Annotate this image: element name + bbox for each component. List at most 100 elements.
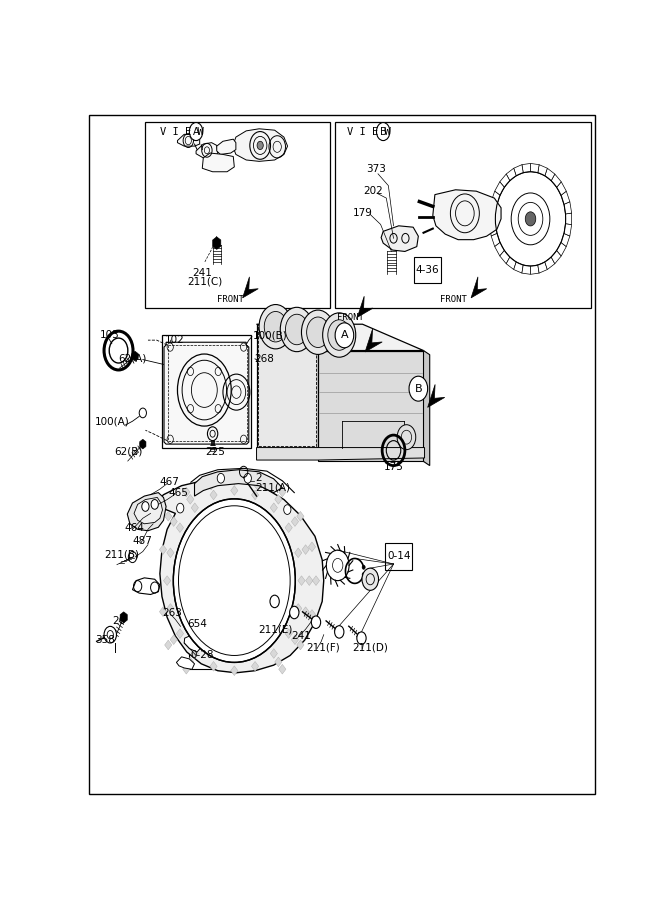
Polygon shape bbox=[424, 351, 430, 465]
Text: 202: 202 bbox=[364, 186, 384, 196]
Polygon shape bbox=[530, 164, 539, 173]
Circle shape bbox=[280, 307, 313, 352]
Polygon shape bbox=[302, 544, 309, 554]
Circle shape bbox=[311, 616, 321, 628]
Text: 62(B): 62(B) bbox=[115, 446, 143, 456]
Text: 464: 464 bbox=[125, 523, 145, 533]
Polygon shape bbox=[132, 351, 138, 361]
Polygon shape bbox=[133, 578, 160, 595]
Circle shape bbox=[327, 320, 351, 350]
Text: 268: 268 bbox=[254, 354, 274, 364]
Polygon shape bbox=[163, 576, 171, 586]
Circle shape bbox=[362, 565, 366, 570]
Text: 2: 2 bbox=[255, 473, 261, 483]
Polygon shape bbox=[257, 324, 424, 351]
Circle shape bbox=[177, 503, 184, 513]
Polygon shape bbox=[381, 226, 418, 251]
Text: 211(F): 211(F) bbox=[307, 643, 340, 652]
Polygon shape bbox=[522, 265, 530, 274]
Polygon shape bbox=[564, 202, 572, 214]
Circle shape bbox=[285, 314, 308, 345]
Text: 211(C): 211(C) bbox=[187, 276, 222, 286]
Polygon shape bbox=[270, 649, 277, 659]
Polygon shape bbox=[191, 503, 199, 513]
Polygon shape bbox=[164, 342, 249, 444]
Polygon shape bbox=[365, 329, 382, 352]
Text: 4-36: 4-36 bbox=[416, 266, 439, 275]
Text: 241: 241 bbox=[291, 631, 311, 641]
Polygon shape bbox=[514, 165, 523, 176]
Polygon shape bbox=[251, 662, 259, 671]
Circle shape bbox=[244, 473, 251, 483]
Polygon shape bbox=[231, 486, 238, 495]
Polygon shape bbox=[270, 503, 277, 513]
Polygon shape bbox=[297, 640, 304, 650]
Polygon shape bbox=[183, 664, 190, 674]
Polygon shape bbox=[251, 491, 259, 500]
Polygon shape bbox=[545, 257, 555, 269]
Polygon shape bbox=[275, 657, 282, 667]
Circle shape bbox=[335, 626, 344, 638]
Circle shape bbox=[323, 313, 356, 357]
Circle shape bbox=[104, 626, 117, 643]
Polygon shape bbox=[275, 494, 282, 504]
Text: V I E W: V I E W bbox=[347, 127, 391, 137]
Circle shape bbox=[173, 499, 295, 662]
Polygon shape bbox=[139, 439, 146, 449]
Polygon shape bbox=[297, 511, 304, 521]
Text: 263: 263 bbox=[162, 608, 182, 617]
Polygon shape bbox=[291, 634, 299, 644]
Text: A: A bbox=[193, 127, 199, 137]
Text: 211(D): 211(D) bbox=[352, 643, 388, 652]
Text: FRONT: FRONT bbox=[217, 295, 243, 304]
Polygon shape bbox=[295, 604, 302, 613]
Text: 0-28: 0-28 bbox=[191, 651, 214, 661]
Text: 179: 179 bbox=[354, 208, 373, 219]
Bar bbox=[335, 122, 591, 308]
Polygon shape bbox=[210, 491, 217, 500]
Polygon shape bbox=[298, 576, 305, 586]
Polygon shape bbox=[167, 548, 174, 558]
Polygon shape bbox=[196, 142, 217, 157]
Polygon shape bbox=[159, 607, 167, 616]
Circle shape bbox=[189, 122, 203, 140]
Polygon shape bbox=[243, 277, 258, 298]
Polygon shape bbox=[279, 664, 286, 674]
Polygon shape bbox=[167, 604, 174, 613]
Polygon shape bbox=[285, 523, 292, 533]
Polygon shape bbox=[231, 666, 238, 676]
Polygon shape bbox=[191, 649, 199, 659]
Polygon shape bbox=[254, 481, 261, 490]
Polygon shape bbox=[564, 224, 572, 236]
Polygon shape bbox=[538, 262, 548, 273]
Polygon shape bbox=[233, 129, 287, 161]
Polygon shape bbox=[213, 237, 221, 249]
Polygon shape bbox=[127, 492, 166, 531]
Polygon shape bbox=[176, 657, 195, 670]
Circle shape bbox=[217, 473, 225, 483]
Circle shape bbox=[362, 568, 379, 590]
Polygon shape bbox=[551, 174, 561, 187]
Text: 465: 465 bbox=[169, 488, 189, 498]
Polygon shape bbox=[257, 447, 425, 460]
Polygon shape bbox=[210, 662, 217, 671]
Polygon shape bbox=[506, 168, 516, 181]
Polygon shape bbox=[491, 233, 500, 247]
Polygon shape bbox=[561, 191, 570, 204]
Circle shape bbox=[362, 572, 366, 577]
Polygon shape bbox=[187, 494, 194, 504]
Text: 373: 373 bbox=[367, 164, 386, 174]
Text: FRONT: FRONT bbox=[440, 295, 467, 304]
Polygon shape bbox=[522, 164, 530, 173]
Text: 102: 102 bbox=[165, 335, 185, 346]
Polygon shape bbox=[471, 277, 487, 298]
Text: 62(A): 62(A) bbox=[119, 354, 147, 364]
Polygon shape bbox=[538, 165, 548, 176]
Polygon shape bbox=[557, 242, 566, 256]
Text: 175: 175 bbox=[384, 462, 404, 472]
Polygon shape bbox=[490, 213, 496, 225]
Polygon shape bbox=[495, 182, 504, 195]
Polygon shape bbox=[207, 481, 215, 490]
Text: 103: 103 bbox=[100, 329, 119, 339]
Circle shape bbox=[397, 425, 416, 450]
